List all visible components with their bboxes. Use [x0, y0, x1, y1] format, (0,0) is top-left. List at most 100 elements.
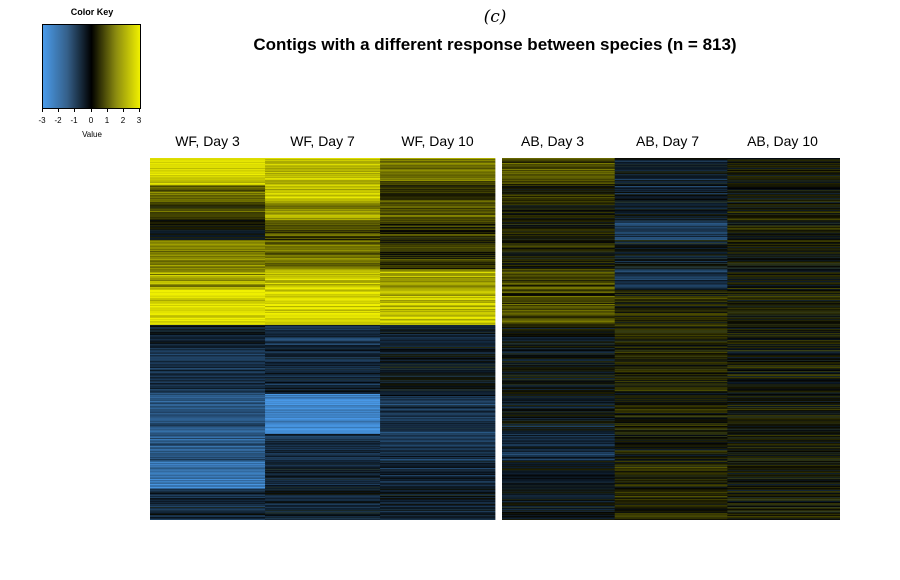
heatmap-cell	[150, 307, 266, 309]
heatmap-cell	[502, 272, 615, 274]
heatmap-cell	[150, 438, 266, 439]
heatmap-cell	[502, 395, 615, 397]
heatmap-cell	[727, 496, 840, 498]
heatmap-cell	[265, 466, 381, 467]
heatmap-cell	[265, 497, 381, 499]
heatmap-cell	[614, 235, 728, 237]
heatmap-cell	[265, 313, 381, 315]
heatmap-cell	[265, 506, 381, 507]
heatmap-cell	[614, 397, 728, 398]
heatmap-cell	[727, 323, 840, 324]
heatmap-cell	[502, 436, 615, 438]
heatmap-cell	[727, 498, 840, 499]
heatmap-cell	[502, 361, 615, 363]
heatmap-cell	[265, 292, 381, 294]
heatmap-cell	[150, 278, 266, 280]
heatmap-cell	[265, 389, 381, 391]
heatmap-cell	[380, 345, 496, 347]
heatmap-cell	[265, 425, 381, 426]
heatmap-cell	[727, 441, 840, 443]
heatmap-cell	[727, 275, 840, 277]
heatmap-cell	[265, 301, 381, 303]
heatmap-cell	[265, 488, 381, 490]
heatmap-cell	[150, 297, 266, 299]
heatmap-cell	[265, 361, 381, 363]
heatmap-cell	[614, 252, 728, 254]
heatmap-cell	[265, 338, 381, 340]
heatmap-cell	[727, 501, 840, 503]
heatmap-cell	[727, 317, 840, 319]
heatmap-cell	[614, 249, 728, 251]
heatmap-cell	[150, 492, 266, 494]
heatmap-cell	[502, 265, 615, 267]
heatmap-cell	[150, 164, 266, 166]
heatmap-cell	[265, 433, 381, 434]
heatmap-cell	[150, 387, 266, 389]
heatmap-cell	[150, 231, 266, 233]
heatmap-cell	[727, 366, 840, 368]
heatmap-cell	[380, 422, 496, 424]
heatmap-cell	[150, 260, 266, 262]
heatmap-cell	[502, 266, 615, 268]
heatmap-cell	[614, 442, 728, 444]
heatmap-cell	[614, 261, 728, 263]
heatmap-cell	[380, 408, 496, 410]
heatmap-cell	[265, 251, 381, 253]
heatmap-cell	[502, 412, 615, 414]
heatmap-cell	[502, 349, 615, 350]
heatmap-cell	[502, 470, 615, 472]
heatmap-cell	[614, 214, 728, 216]
heatmap-cell	[502, 351, 615, 353]
heatmap-cell	[614, 395, 728, 397]
heatmap-cell	[614, 321, 728, 323]
heatmap-cell	[150, 474, 266, 476]
heatmap-cell	[502, 496, 615, 498]
heatmap-cell	[502, 227, 615, 229]
heatmap-cell	[380, 464, 496, 466]
heatmap-cell	[380, 284, 496, 285]
heatmap-cell	[380, 504, 496, 506]
heatmap-cell	[502, 514, 615, 516]
heatmap-cell	[265, 479, 381, 480]
heatmap-cell	[614, 458, 728, 459]
heatmap-cell	[727, 476, 840, 478]
heatmap-cell	[150, 417, 266, 419]
heatmap-cell	[502, 226, 615, 228]
heatmap-cell	[727, 196, 840, 198]
heatmap-cell	[727, 352, 840, 353]
heatmap-cell	[150, 238, 266, 239]
heatmap-cell	[265, 342, 381, 344]
heatmap-cell	[614, 434, 728, 435]
heatmap-cell	[502, 443, 615, 445]
heatmap-cell	[265, 447, 381, 449]
heatmap-cell	[727, 292, 840, 294]
heatmap-cell	[265, 442, 381, 444]
heatmap-cell	[150, 406, 266, 407]
heatmap-cell	[502, 283, 615, 284]
heatmap-cell	[502, 434, 615, 435]
heatmap-cell	[614, 218, 728, 220]
heatmap-cell	[727, 335, 840, 337]
heatmap-cell	[150, 202, 266, 204]
heatmap-cell	[380, 206, 496, 207]
heatmap-cell	[150, 199, 266, 201]
heatmap-cell	[265, 457, 381, 459]
heatmap-cell	[380, 424, 496, 426]
heatmap-cell	[150, 201, 266, 203]
heatmap-cell	[727, 393, 840, 395]
heatmap-cell	[727, 214, 840, 216]
heatmap-cell	[727, 352, 840, 354]
heatmap-cell	[502, 295, 615, 296]
heatmap-cell	[380, 220, 496, 222]
heatmap-cell	[727, 188, 840, 190]
heatmap-cell	[380, 463, 496, 464]
heatmap-cell	[614, 307, 728, 308]
heatmap-cell	[380, 493, 496, 495]
heatmap-cell	[727, 439, 840, 441]
heatmap-cell	[380, 394, 496, 396]
heatmap-cell	[380, 395, 496, 397]
heatmap-cell	[727, 228, 840, 230]
heatmap-cell	[150, 222, 266, 224]
heatmap-cell	[727, 204, 840, 206]
heatmap-cell	[614, 385, 728, 386]
